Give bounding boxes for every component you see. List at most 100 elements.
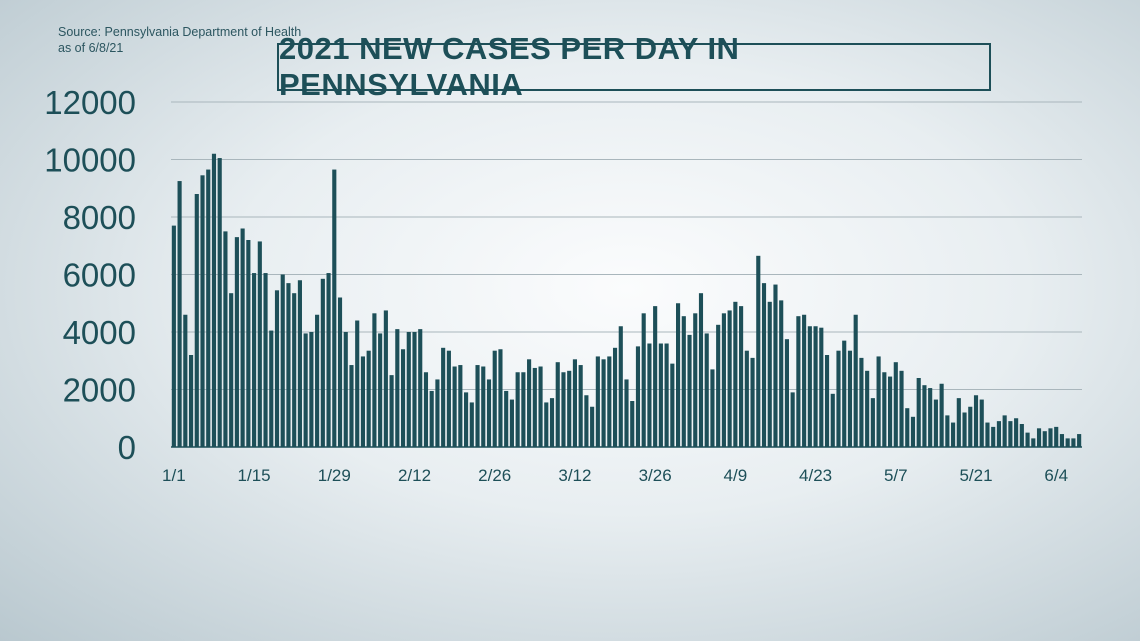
bar: [991, 426, 996, 448]
bar: [257, 241, 262, 447]
bar: [813, 326, 818, 447]
y-tick-label: 12000: [44, 84, 136, 121]
bar: [292, 293, 297, 447]
bar: [515, 372, 520, 447]
x-tick-label: 5/21: [959, 466, 992, 485]
bar: [492, 350, 497, 447]
bar: [1054, 426, 1059, 448]
bar: [888, 376, 893, 447]
bar: [183, 314, 188, 447]
bar: [859, 357, 864, 448]
bar: [544, 402, 549, 447]
x-tick-label: 1/1: [162, 466, 186, 485]
bar: [847, 350, 853, 447]
bar: [435, 379, 440, 447]
bar: [326, 273, 331, 447]
bar: [458, 365, 463, 447]
bar: [486, 379, 492, 447]
bar: [206, 169, 211, 447]
bar: [412, 332, 417, 447]
bar: [635, 346, 641, 448]
bar: [372, 313, 377, 447]
bar: [618, 326, 623, 447]
bar: [549, 398, 555, 448]
x-tick-label: 5/7: [884, 466, 908, 485]
bar: [664, 343, 669, 447]
x-tick-label: 1/29: [318, 466, 351, 485]
x-axis-ticks: 1/1 1/15 1/29 2/12 2/26 3/12 3/26 4/9 4/23 5/7 5/2…: [162, 466, 1068, 485]
bar: [1002, 415, 1007, 448]
bar: [223, 231, 228, 448]
bar: [337, 297, 343, 447]
x-tick-label: 1/15: [238, 466, 271, 485]
bar: [928, 388, 933, 447]
bar: [968, 406, 973, 447]
bar: [509, 399, 514, 447]
bar: [555, 362, 560, 447]
bar: [406, 332, 411, 447]
bar: [504, 390, 509, 447]
bar: [343, 332, 348, 447]
y-tick-label: 0: [118, 429, 136, 466]
bar: [171, 225, 176, 447]
bar: [716, 324, 721, 447]
bar: [469, 402, 474, 447]
x-tick-label: 2/26: [478, 466, 511, 485]
bar: [779, 300, 784, 448]
bar: [1014, 418, 1019, 447]
bar: [658, 343, 663, 447]
bar: [578, 365, 583, 447]
bar: [693, 313, 698, 447]
bar: [899, 370, 904, 447]
y-tick-label: 8000: [63, 199, 136, 236]
bar: [1025, 432, 1030, 448]
bar: [767, 301, 772, 447]
bar: [704, 333, 709, 447]
bar: [676, 303, 681, 447]
bar: [1065, 438, 1070, 448]
bar: [423, 372, 429, 447]
bars: [171, 153, 1082, 448]
x-tick-label: 4/9: [724, 466, 748, 485]
bar: [721, 313, 726, 447]
bar: [194, 194, 199, 447]
bar: [246, 240, 251, 447]
bar: [532, 367, 537, 447]
bar: [1071, 438, 1076, 448]
bar: [670, 363, 675, 448]
bar: [400, 349, 406, 447]
bar: [527, 359, 532, 447]
bar: [418, 329, 423, 448]
bar: [1031, 438, 1036, 448]
y-axis-ticks: 0 2000 4000 6000 8000 10000 12000: [44, 84, 136, 466]
bar: [687, 334, 692, 448]
bar: [280, 274, 285, 447]
bar: [234, 237, 239, 447]
bar: [1077, 434, 1082, 447]
bar: [464, 392, 469, 448]
bar: [240, 228, 245, 447]
bar: [217, 158, 222, 447]
bar: [824, 355, 830, 447]
bar: [750, 357, 755, 448]
bar: [802, 314, 807, 447]
y-tick-label: 4000: [63, 314, 136, 351]
bar: [452, 366, 457, 447]
bar: [360, 356, 366, 447]
bar: [383, 310, 388, 447]
bar: [1036, 428, 1042, 447]
bar: [1059, 434, 1065, 447]
bar: [200, 175, 205, 447]
x-tick-label: 3/12: [558, 466, 591, 485]
bar: [773, 284, 778, 447]
bar: [211, 153, 217, 447]
bar: [297, 280, 302, 447]
bar: [612, 347, 618, 447]
bar: [1019, 424, 1024, 447]
bar: [905, 408, 910, 447]
bar: [286, 283, 291, 448]
bar: [429, 390, 434, 447]
x-tick-label: 3/26: [639, 466, 672, 485]
bar: [624, 379, 629, 447]
